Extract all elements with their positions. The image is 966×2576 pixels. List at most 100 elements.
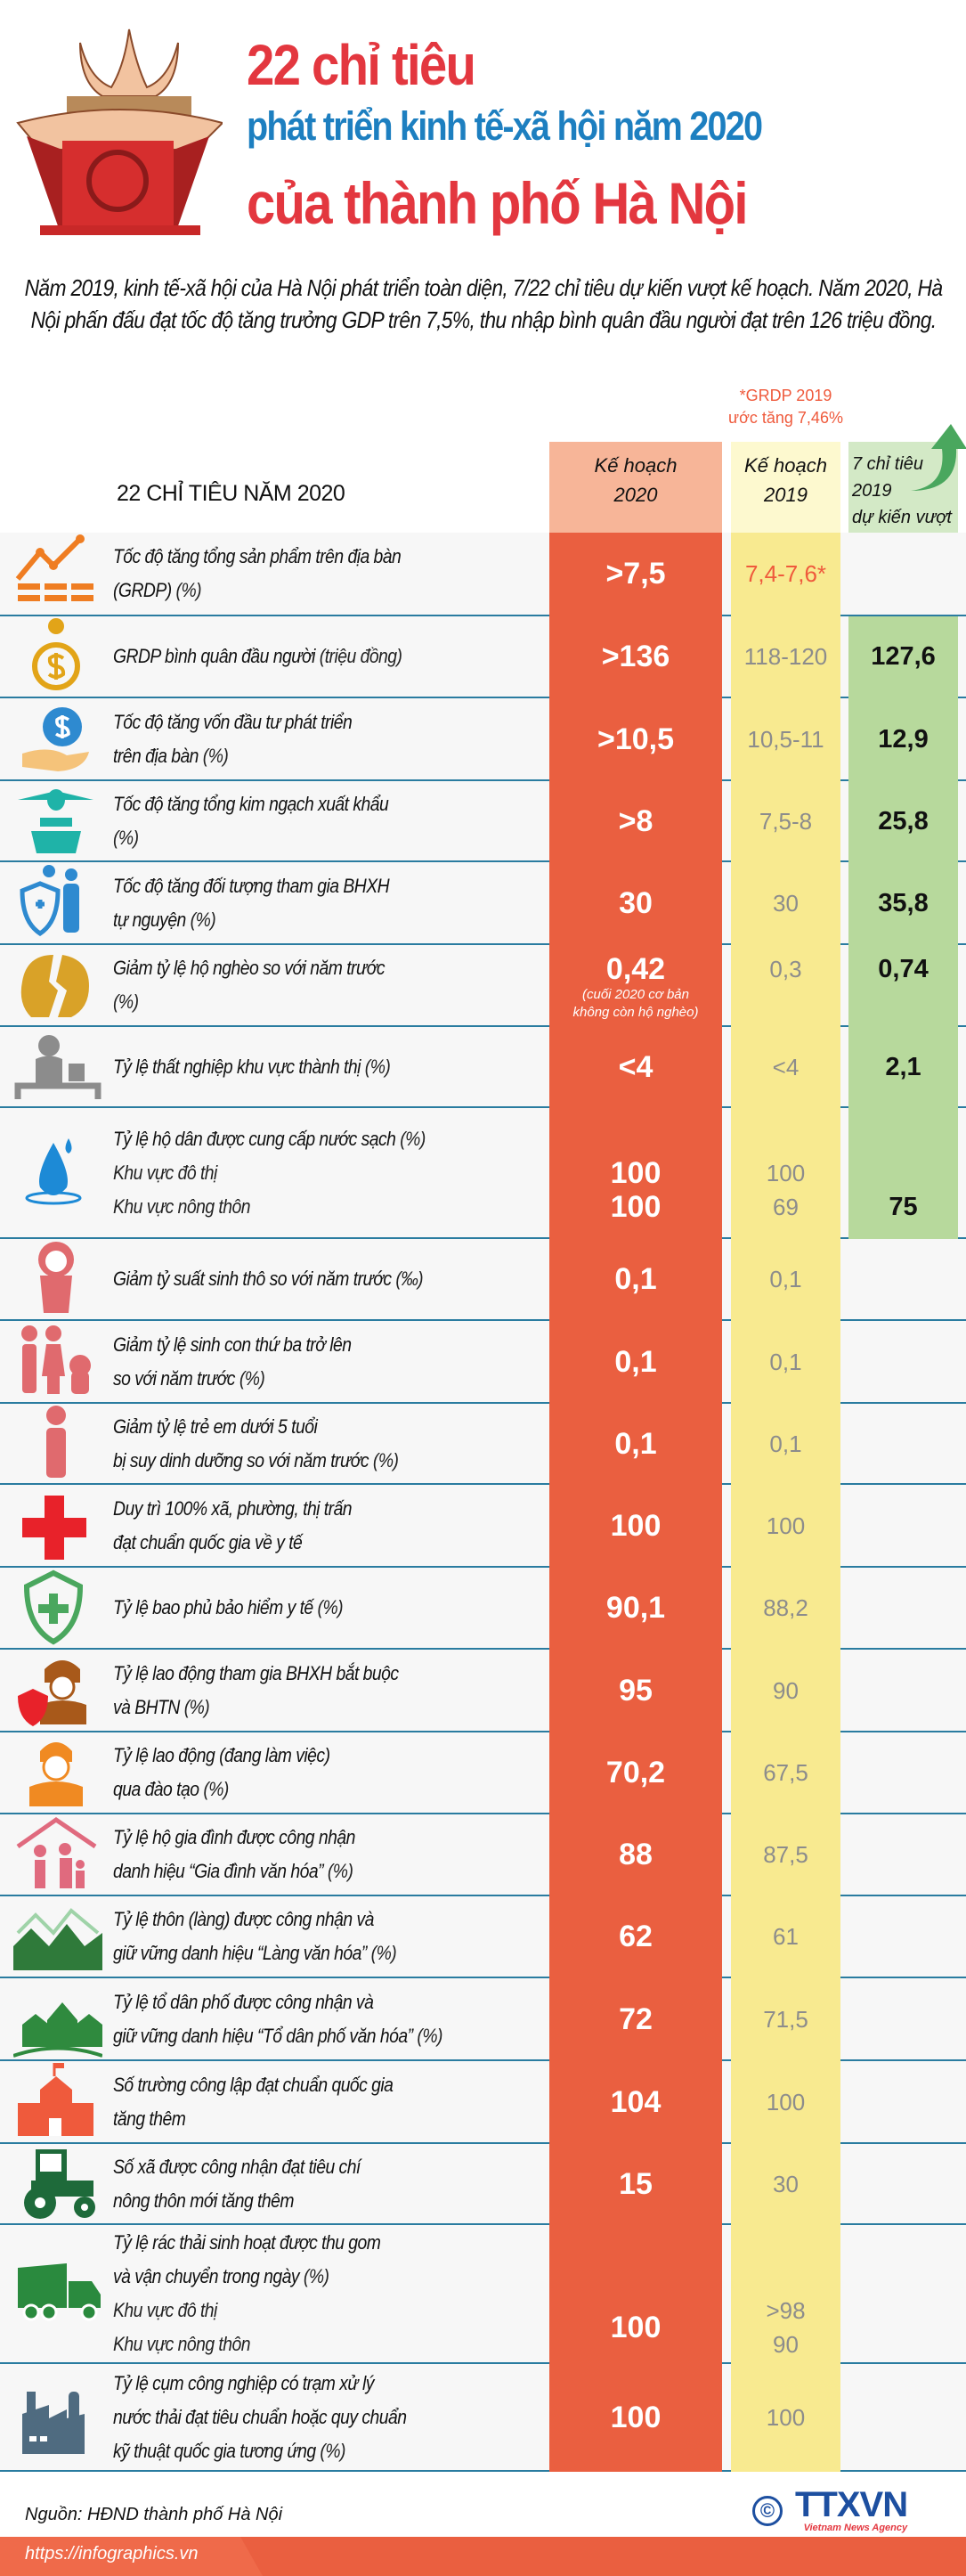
plan2019-value: 100 — [766, 1512, 806, 1539]
header-text: Kế hoạch — [594, 454, 678, 477]
label-unit: (%) — [113, 990, 139, 1013]
indicator-label: Tỷ lệ lao động tham gia BHXH bắt buộc và … — [113, 1650, 536, 1731]
label-unit: (%) — [190, 908, 216, 931]
plan-2020-cell — [549, 2364, 722, 2472]
table-row: Số trường công lập đạt chuẩn quốc gia tăn… — [0, 2061, 966, 2144]
plan-2019-cell — [731, 2144, 840, 2225]
footer-band-accent — [0, 2537, 263, 2576]
table-row: Tỷ lệ cụm công nghiệp có trạm xử lý nước … — [0, 2364, 966, 2472]
plan2019-value: 0,1 — [769, 1266, 802, 1292]
plan-2019-cell — [731, 1485, 840, 1568]
header-plan-2020: Kế hoạch 2020 — [549, 442, 722, 534]
family-house-icon — [9, 1816, 107, 1892]
plan2020-note: không còn hộ nghèo) — [572, 1005, 699, 1020]
worker-shield-icon — [9, 1653, 107, 1728]
plan2019-value: 30 — [773, 889, 799, 917]
plane-ship-icon — [9, 784, 107, 859]
table-row: Giảm tỷ lệ hộ nghèo so với năm trước (%) 0… — [0, 945, 966, 1027]
plan2019-value: 30 — [773, 2170, 799, 2197]
label-line: nước thải đạt tiêu chuẩn hoặc quy chuẩn — [113, 2405, 407, 2428]
label-unit: (%) — [303, 2265, 329, 2287]
plan2020-value: 100 — [610, 1508, 662, 1543]
table-row: Tốc độ tăng tổng kim ngạch xuất khẩu (%) >… — [0, 781, 966, 862]
plan2019-value: 118-120 — [743, 643, 828, 670]
indicator-label: Số xã được công nhận đạt tiêu chí nông th… — [113, 2144, 536, 2223]
tractor-icon — [9, 2147, 107, 2221]
money-bag-person-icon — [9, 618, 107, 694]
intro-paragraph: Năm 2019, kinh tế-xã hội của Hà Nội phát… — [24, 274, 943, 333]
ttxvn-logo: © TTXVN Vietnam News Agency — [752, 2485, 908, 2534]
plan2020-value: 0,1 — [614, 1426, 657, 1461]
label-line: qua đào tạo — [113, 1778, 199, 1800]
table-row: Tốc độ tăng vốn đầu tư phát triển trên đị… — [0, 698, 966, 781]
plan-2019-cell — [731, 862, 840, 945]
plan2020-value: 70,2 — [605, 1756, 666, 1789]
label-line: Giảm tỷ lệ trẻ em dưới 5 tuổi — [113, 1414, 318, 1438]
exceeded-value: 127,6 — [871, 642, 936, 671]
label-sub-area: Khu vực đô thị — [113, 2299, 217, 2321]
label-line: Tỷ lệ bao phủ bảo hiểm y tế — [113, 1596, 313, 1618]
table-row: Tỷ lệ hộ dân được cung cấp nước sạch (%)… — [0, 1108, 966, 1239]
label-line: Tốc độ tăng vốn đầu tư phát triển — [113, 710, 353, 733]
header-text: Kế hoạch — [744, 454, 827, 477]
exceeded-value: 35,8 — [878, 888, 929, 917]
exceeded-value: 0,74 — [878, 955, 929, 983]
plan-2020-cell — [549, 1239, 722, 1321]
indicator-label: Duy trì 100% xã, phường, thị trấn đạt chu… — [113, 1485, 536, 1566]
label-line: Tỷ lệ rác thải sinh hoạt được thu gom — [113, 2231, 381, 2254]
indicator-label: Tỷ lệ rác thải sinh hoạt được thu gom và … — [113, 2225, 536, 2362]
logo-text: TTXVN — [795, 2485, 908, 2524]
label-line: đạt chuẩn quốc gia về y tế — [113, 1530, 303, 1553]
plan-2019-cell — [731, 1239, 840, 1321]
plan-2019-cell — [731, 1650, 840, 1732]
plan2020-value: 90,1 — [605, 1591, 666, 1625]
indicator-label: Tỷ lệ tổ dân phố được công nhận và giữ vữ… — [113, 1978, 536, 2059]
label-unit: (%) — [327, 1860, 353, 1882]
label-line: tự nguyện — [113, 908, 186, 931]
header-text: 2019 — [764, 484, 808, 506]
exceeded-cell — [848, 945, 958, 1027]
header-text: 2020 — [613, 484, 658, 506]
plan2020-value: 0,1 — [614, 1344, 657, 1379]
label-unit: (%) — [372, 1448, 399, 1471]
table-row: Tỷ lệ tổ dân phố được công nhận và giữ vữ… — [0, 1978, 966, 2061]
label-line: (GRDP) — [113, 579, 172, 601]
title-line-1: 22 chỉ tiêu — [247, 33, 476, 97]
label-line: Tỷ lệ lao động (đang làm việc) — [113, 1744, 330, 1766]
logo-subtext: Vietnam News Agency — [803, 2523, 908, 2533]
plan-2019-cell — [731, 2225, 840, 2364]
table-row: Tốc độ tăng đối tượng tham gia BHXH tự ng… — [0, 862, 966, 945]
label-unit: (%) — [417, 2024, 442, 2047]
website-link[interactable]: https://infographics.vn — [25, 2544, 199, 2564]
plan-2020-cell — [549, 1978, 722, 2061]
plan-2020-cell — [549, 862, 722, 945]
label-line: giữ vững danh hiệu “Làng văn hóa” — [113, 1942, 367, 1964]
plan-2019-cell — [731, 2061, 840, 2144]
table-row: Số xã được công nhận đạt tiêu chí nông th… — [0, 2144, 966, 2225]
header-text: 2019 — [852, 481, 892, 501]
plan2020-value: 95 — [619, 1673, 653, 1708]
label-line: so với năm trước — [113, 1366, 235, 1390]
plan2020-value: 0,1 — [614, 1262, 657, 1296]
plan2019-value: 69 — [773, 1193, 799, 1220]
plan2019-value: 90 — [773, 1676, 799, 1704]
exceeded-value: 2,1 — [885, 1052, 921, 1081]
up-arrow-icon — [911, 424, 966, 491]
grdp-footnote: *GRDP 2019 ước tăng 7,46% — [703, 385, 868, 429]
indicator-label: Tỷ lệ lao động (đang làm việc) qua đào tạ… — [113, 1732, 536, 1813]
plan2020-value: 100 — [610, 2311, 662, 2344]
plan-2020-cell — [549, 781, 722, 862]
label-unit: (%) — [400, 1127, 426, 1150]
label-line: Tốc độ tăng tổng sản phẩm trên địa bàn — [113, 545, 402, 567]
broken-piggy-bank-icon — [9, 948, 107, 1023]
table-row: Tỷ lệ bao phủ bảo hiểm y tế (%) 90,1 88,2 — [0, 1568, 966, 1650]
plan2020-value: 88 — [619, 1838, 653, 1871]
label-line: Tỷ lệ tổ dân phố được công nhận và — [113, 1990, 374, 2013]
worker-icon — [9, 1735, 107, 1810]
investment-hand-icon — [9, 702, 107, 777]
plan2019-value: <4 — [772, 1053, 800, 1080]
label-unit: (%) — [364, 1055, 391, 1078]
plan-2020-cell — [549, 2225, 722, 2364]
village-icon — [9, 1899, 107, 1974]
garbage-truck-icon — [9, 2256, 107, 2331]
